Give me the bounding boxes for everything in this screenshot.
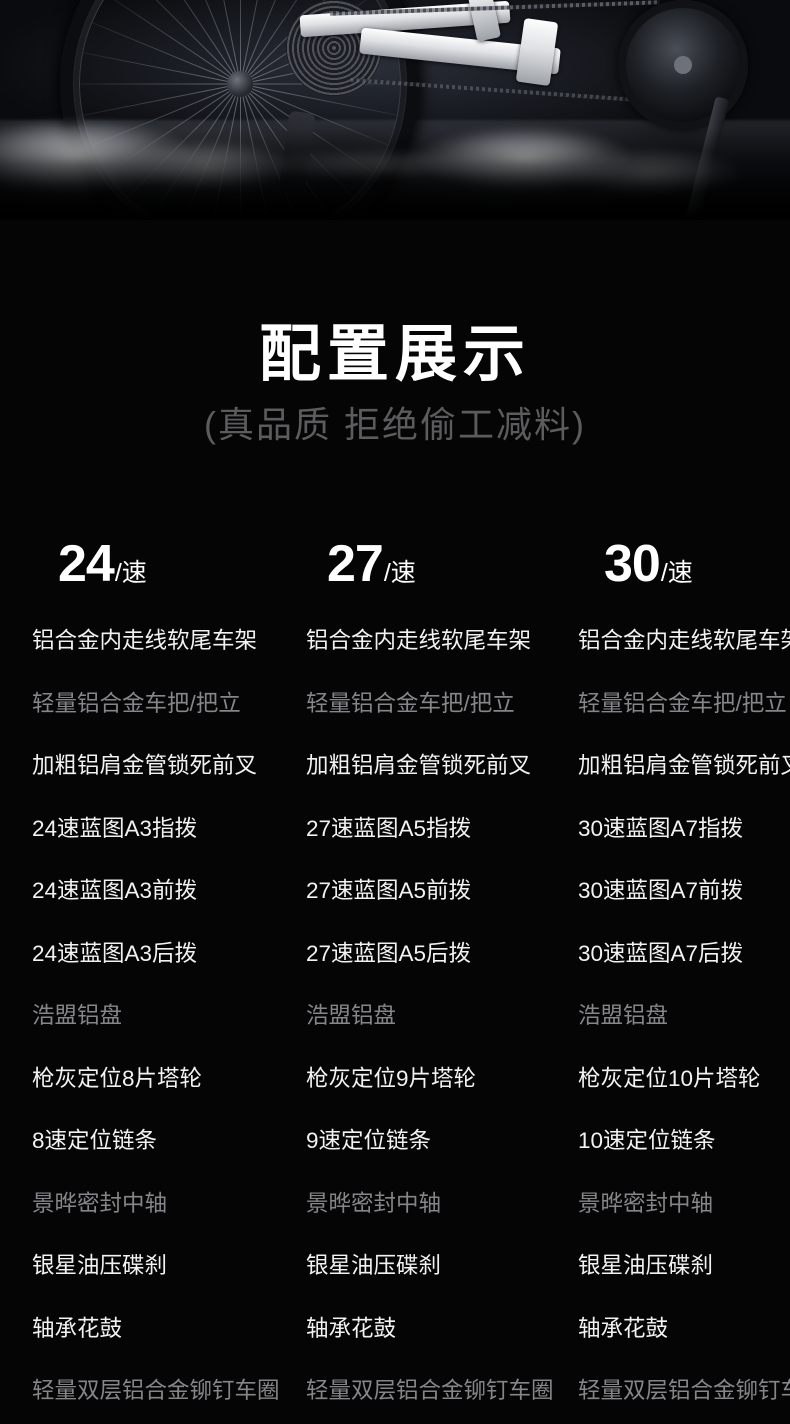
list-item: 银星油压碟刹 <box>32 1253 168 1278</box>
list-item: 铝合金内走线软尾车架 <box>306 628 532 653</box>
list-item: 轻量双层铝合金铆钉车圈 <box>32 1378 280 1403</box>
list-item: 银星油压碟刹 <box>578 1253 714 1278</box>
speed-number: 27 <box>327 535 384 593</box>
speed-number: 30 <box>604 535 661 593</box>
list-item: 轻量铝合金车把/把立 <box>306 690 515 716</box>
list-item: 27速蓝图A5前拨 <box>306 878 472 903</box>
column-header-30-speed: 30 /速 <box>552 538 790 610</box>
list-item: 轻量铝合金车把/把立 <box>578 690 787 716</box>
list-item: 加粗铝肩金管锁死前叉 <box>306 753 532 778</box>
rear-rim <box>74 0 406 220</box>
list-item: 30速蓝图A7指拨 <box>578 815 744 841</box>
list-item: 浩盟铝盘 <box>32 1003 123 1028</box>
list-item: 轻量双层铝合金铆钉车圈 <box>578 1378 790 1403</box>
list-item: 银星油压碟刹 <box>306 1253 442 1278</box>
speed-unit: /速 <box>660 559 693 587</box>
list-item: 加粗铝肩金管锁死前叉 <box>32 753 258 778</box>
list-item: 枪灰定位10片塔轮 <box>578 1065 761 1091</box>
list-item: 24速蓝图A3前拨 <box>32 878 198 903</box>
page-title: 配置展示 <box>258 320 531 389</box>
specification-table: 24 /速 铝合金内走线软尾车架 轻量铝合金车把/把立 加粗铝肩金管锁死前叉 2… <box>30 538 790 1423</box>
spec-list-27-speed: 铝合金内走线软尾车架 轻量铝合金车把/把立 加粗铝肩金管锁死前叉 27速蓝图A5… <box>291 610 554 1423</box>
list-item: 轴承花鼓 <box>578 1315 669 1341</box>
rear-hub <box>227 71 253 97</box>
list-item: 24速蓝图A3指拨 <box>32 815 198 841</box>
spec-column-30-speed: 30 /速 铝合金内走线软尾车架 轻量铝合金车把/把立 加粗铝肩金管锁死前叉 3… <box>552 538 790 1423</box>
list-item: 24速蓝图A3后拨 <box>32 940 198 966</box>
list-item: 铝合金内走线软尾车架 <box>578 628 790 653</box>
list-item: 30速蓝图A7前拨 <box>578 878 744 903</box>
list-item: 景晔密封中轴 <box>32 1190 168 1216</box>
list-item: 景晔密封中轴 <box>578 1190 714 1216</box>
spec-list-30-speed: 铝合金内走线软尾车架 轻量铝合金车把/把立 加粗铝肩金管锁死前叉 30速蓝图A7… <box>552 610 790 1423</box>
list-item: 浩盟铝盘 <box>306 1003 397 1028</box>
list-item: 27速蓝图A5后拨 <box>306 940 472 966</box>
speed-unit: /速 <box>383 559 416 587</box>
list-item: 铝合金内走线软尾车架 <box>32 628 258 653</box>
column-header-27-speed: 27 /速 <box>291 538 552 610</box>
list-item: 轴承花鼓 <box>306 1315 397 1341</box>
list-item: 27速蓝图A5指拨 <box>306 815 472 841</box>
list-item: 枪灰定位8片塔轮 <box>32 1065 203 1091</box>
spec-column-24-speed: 24 /速 铝合金内走线软尾车架 轻量铝合金车把/把立 加粗铝肩金管锁死前叉 2… <box>30 538 291 1423</box>
section-header: 配置展示 (真品质 拒绝偷工减料) <box>0 322 790 446</box>
column-header-24-speed: 24 /速 <box>30 538 291 610</box>
list-item: 轻量双层铝合金铆钉车圈 <box>306 1378 554 1403</box>
speed-number: 24 <box>58 535 115 593</box>
list-item: 9速定位链条 <box>306 1128 432 1153</box>
list-item: 浩盟铝盘 <box>578 1003 669 1028</box>
spec-column-27-speed: 27 /速 铝合金内走线软尾车架 轻量铝合金车把/把立 加粗铝肩金管锁死前叉 2… <box>291 538 554 1423</box>
list-item: 加粗铝肩金管锁死前叉 <box>578 753 790 778</box>
spec-list-24-speed: 铝合金内走线软尾车架 轻量铝合金车把/把立 加粗铝肩金管锁死前叉 24速蓝图A3… <box>30 610 291 1423</box>
hero-bottom-fade <box>0 128 790 220</box>
list-item: 轴承花鼓 <box>32 1315 123 1341</box>
speed-unit: /速 <box>114 559 147 587</box>
hero-bicycle-image <box>0 0 790 220</box>
list-item: 景晔密封中轴 <box>306 1190 442 1216</box>
crankset-chainring <box>618 0 748 130</box>
list-item: 8速定位链条 <box>32 1128 158 1153</box>
list-item: 10速定位链条 <box>578 1128 716 1153</box>
page-subtitle: (真品质 拒绝偷工减料) <box>204 404 586 446</box>
list-item: 30速蓝图A7后拨 <box>578 940 744 966</box>
list-item: 枪灰定位9片塔轮 <box>306 1065 477 1091</box>
list-item: 轻量铝合金车把/把立 <box>32 690 241 716</box>
